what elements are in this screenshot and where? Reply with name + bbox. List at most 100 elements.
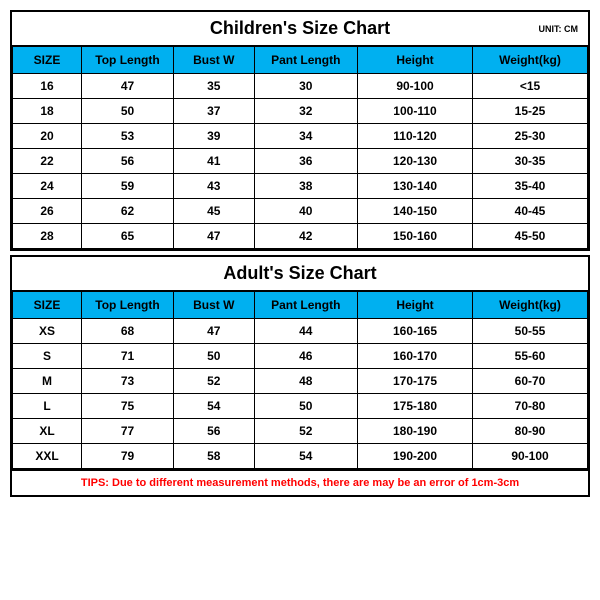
table-cell: 32	[254, 99, 358, 124]
table-cell: XXL	[13, 444, 82, 469]
table-cell: <15	[473, 74, 588, 99]
table-row: XL775652180-19080-90	[13, 419, 588, 444]
table-cell: 41	[174, 149, 255, 174]
table-cell: 43	[174, 174, 255, 199]
table-row: XXL795854190-20090-100	[13, 444, 588, 469]
table-cell: 65	[82, 224, 174, 249]
table-cell: 70-80	[473, 394, 588, 419]
table-cell: 18	[13, 99, 82, 124]
table-cell: 56	[82, 149, 174, 174]
table-cell: 160-165	[358, 319, 473, 344]
table-cell: 160-170	[358, 344, 473, 369]
table-cell: 15-25	[473, 99, 588, 124]
table-cell: 180-190	[358, 419, 473, 444]
table-cell: 77	[82, 419, 174, 444]
table-cell: 150-160	[358, 224, 473, 249]
table-cell: 80-90	[473, 419, 588, 444]
table-row: L755450175-18070-80	[13, 394, 588, 419]
table-cell: 75	[82, 394, 174, 419]
adult-table: SIZE Top Length Bust W Pant Length Heigh…	[12, 291, 588, 469]
table-row: 24594338130-14035-40	[13, 174, 588, 199]
table-cell: 90-100	[358, 74, 473, 99]
col-height: Height	[358, 47, 473, 74]
col-height: Height	[358, 292, 473, 319]
table-cell: M	[13, 369, 82, 394]
table-row: XS684744160-16550-55	[13, 319, 588, 344]
col-pant-length: Pant Length	[254, 292, 358, 319]
table-row: 1647353090-100<15	[13, 74, 588, 99]
adult-chart-title: Adult's Size Chart	[223, 263, 376, 284]
table-cell: 190-200	[358, 444, 473, 469]
table-row: S715046160-17055-60	[13, 344, 588, 369]
table-cell: 52	[254, 419, 358, 444]
col-size: SIZE	[13, 292, 82, 319]
table-cell: 42	[254, 224, 358, 249]
children-size-chart: Children's Size Chart UNIT: CM SIZE Top …	[10, 10, 590, 251]
table-cell: 59	[82, 174, 174, 199]
table-cell: 54	[254, 444, 358, 469]
table-row: 18503732100-11015-25	[13, 99, 588, 124]
table-cell: 47	[82, 74, 174, 99]
adult-size-chart: Adult's Size Chart SIZE Top Length Bust …	[10, 255, 590, 471]
table-cell: 38	[254, 174, 358, 199]
table-cell: 54	[174, 394, 255, 419]
table-cell: 40	[254, 199, 358, 224]
table-cell: 110-120	[358, 124, 473, 149]
table-cell: 50-55	[473, 319, 588, 344]
tips-note: TIPS: Due to different measurement metho…	[10, 471, 590, 497]
table-cell: 28	[13, 224, 82, 249]
table-cell: 50	[82, 99, 174, 124]
table-cell: 35	[174, 74, 255, 99]
table-cell: 24	[13, 174, 82, 199]
table-cell: 47	[174, 224, 255, 249]
table-cell: L	[13, 394, 82, 419]
table-cell: 53	[82, 124, 174, 149]
table-cell: 62	[82, 199, 174, 224]
table-cell: 100-110	[358, 99, 473, 124]
table-cell: 46	[254, 344, 358, 369]
table-cell: 73	[82, 369, 174, 394]
table-cell: 40-45	[473, 199, 588, 224]
table-cell: 30-35	[473, 149, 588, 174]
table-cell: 30	[254, 74, 358, 99]
table-cell: 35-40	[473, 174, 588, 199]
table-cell: 52	[174, 369, 255, 394]
col-top-length: Top Length	[82, 292, 174, 319]
table-cell: 90-100	[473, 444, 588, 469]
col-bust-w: Bust W	[174, 47, 255, 74]
adult-header-row: SIZE Top Length Bust W Pant Length Heigh…	[13, 292, 588, 319]
table-cell: 22	[13, 149, 82, 174]
table-cell: 60-70	[473, 369, 588, 394]
col-top-length: Top Length	[82, 47, 174, 74]
col-bust-w: Bust W	[174, 292, 255, 319]
table-cell: 45	[174, 199, 255, 224]
table-cell: 44	[254, 319, 358, 344]
table-cell: 170-175	[358, 369, 473, 394]
table-cell: 47	[174, 319, 255, 344]
table-cell: 16	[13, 74, 82, 99]
table-cell: 50	[174, 344, 255, 369]
table-cell: 45-50	[473, 224, 588, 249]
table-row: 26624540140-15040-45	[13, 199, 588, 224]
table-row: 28654742150-16045-50	[13, 224, 588, 249]
col-pant-length: Pant Length	[254, 47, 358, 74]
table-cell: 58	[174, 444, 255, 469]
table-cell: 34	[254, 124, 358, 149]
table-cell: 37	[174, 99, 255, 124]
children-title-row: Children's Size Chart UNIT: CM	[12, 12, 588, 46]
col-weight: Weight(kg)	[473, 292, 588, 319]
children-header-row: SIZE Top Length Bust W Pant Length Heigh…	[13, 47, 588, 74]
table-cell: 140-150	[358, 199, 473, 224]
table-cell: 20	[13, 124, 82, 149]
table-row: 20533934110-12025-30	[13, 124, 588, 149]
table-cell: 68	[82, 319, 174, 344]
table-cell: 56	[174, 419, 255, 444]
table-cell: S	[13, 344, 82, 369]
unit-label: UNIT: CM	[539, 24, 579, 34]
table-cell: 55-60	[473, 344, 588, 369]
table-row: M735248170-17560-70	[13, 369, 588, 394]
col-weight: Weight(kg)	[473, 47, 588, 74]
table-cell: 26	[13, 199, 82, 224]
table-cell: 39	[174, 124, 255, 149]
table-cell: 79	[82, 444, 174, 469]
